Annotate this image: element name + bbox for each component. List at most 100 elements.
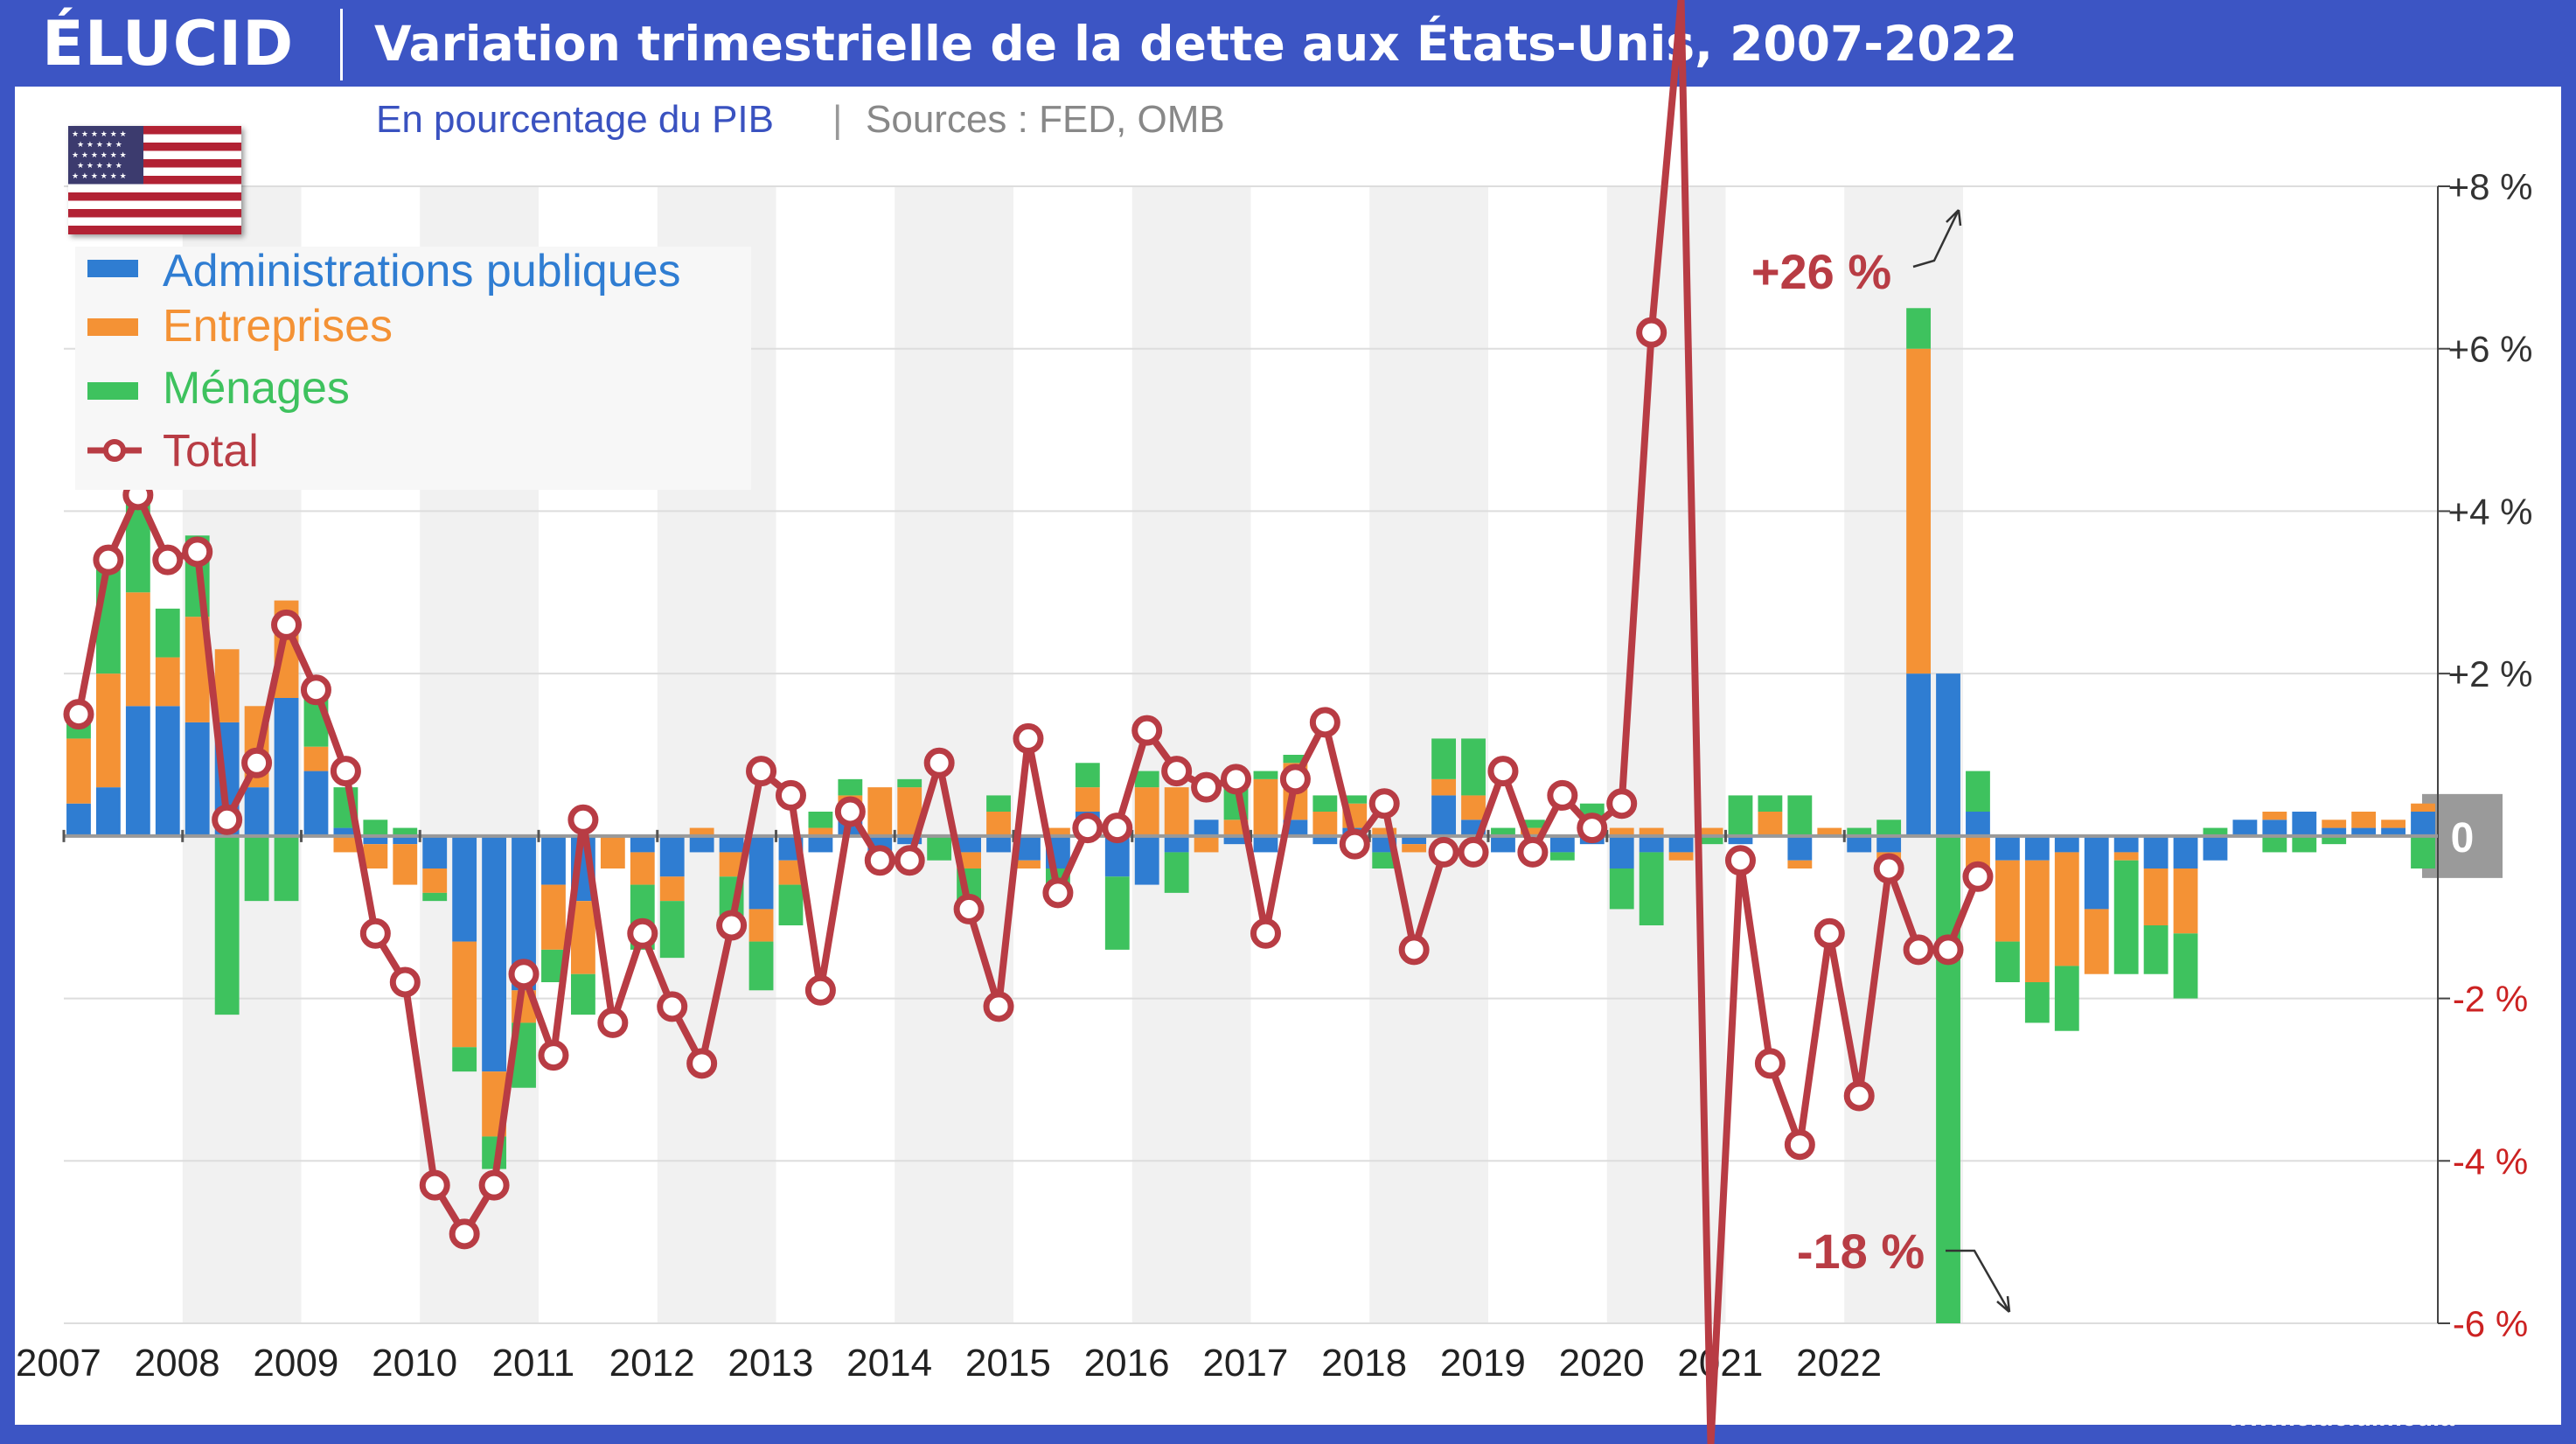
y-tick-label: +2 % xyxy=(2448,653,2533,694)
x-tick-label: 2012 xyxy=(609,1342,695,1385)
brand-logo[interactable]: ÉLUCID xyxy=(42,8,295,80)
bar-business xyxy=(1609,827,1634,836)
bar-households xyxy=(2024,982,2050,1023)
total-point xyxy=(1962,861,1994,892)
total-point xyxy=(449,1218,480,1250)
bar-government xyxy=(1876,835,1902,853)
x-tick-label: 2010 xyxy=(372,1342,457,1385)
bar-business xyxy=(1134,787,1159,836)
total-point xyxy=(359,917,391,949)
bar-households xyxy=(1906,308,1932,349)
bar-business xyxy=(1312,812,1338,836)
bar-business xyxy=(214,649,240,722)
bar-government xyxy=(748,835,774,910)
bar-government xyxy=(363,835,388,845)
year-band xyxy=(1131,186,1251,1323)
legend-swatch-business xyxy=(87,318,138,336)
bar-business xyxy=(689,827,714,836)
bar-government xyxy=(689,835,714,853)
bar-business xyxy=(2054,852,2079,966)
total-point xyxy=(627,917,658,949)
bar-government xyxy=(2322,827,2347,836)
bar-households xyxy=(1134,771,1159,788)
total-point xyxy=(1517,836,1549,868)
bar-government xyxy=(1491,835,1515,853)
bar-households xyxy=(1847,827,1872,836)
chart-subtitle: En pourcentage du PIB xyxy=(376,98,774,141)
bar-households xyxy=(393,827,418,836)
total-point xyxy=(1577,813,1608,844)
legend-label-government: Administrations publiques xyxy=(163,246,681,296)
bar-government xyxy=(1728,835,1753,845)
legend xyxy=(75,247,751,490)
bar-government xyxy=(1609,835,1634,868)
total-point xyxy=(1636,317,1667,348)
bar-households xyxy=(2322,835,2347,845)
bar-households xyxy=(1164,852,1189,893)
bar-households xyxy=(2411,835,2435,868)
total-point xyxy=(1161,756,1193,787)
total-point xyxy=(419,1169,450,1201)
bar-households xyxy=(986,795,1011,812)
bar-households xyxy=(897,778,922,788)
bar-business xyxy=(1520,827,1545,836)
total-point xyxy=(1131,715,1163,746)
bar-government xyxy=(2203,835,2228,861)
total-point xyxy=(1903,934,1934,966)
x-tick-label: 2015 xyxy=(965,1342,1051,1385)
y-tick-label: -4 % xyxy=(2453,1141,2528,1182)
bar-government xyxy=(1164,835,1189,853)
bar-government xyxy=(1847,835,1872,853)
bar-government xyxy=(719,835,744,853)
bar-business xyxy=(1639,827,1664,836)
bar-government xyxy=(2113,835,2139,853)
bar-households xyxy=(2143,925,2169,974)
bar-business xyxy=(303,746,329,771)
bar-households xyxy=(927,835,952,861)
bar-households xyxy=(1342,795,1368,804)
bar-business xyxy=(867,787,893,836)
bar-business xyxy=(1698,827,1723,836)
total-point xyxy=(1102,813,1133,844)
bar-households xyxy=(1639,852,1664,925)
x-tick-label: 2011 xyxy=(492,1342,575,1385)
bar-households xyxy=(1491,827,1515,836)
svg-text:★ ★ ★ ★ ★: ★ ★ ★ ★ ★ xyxy=(77,141,122,150)
year-band xyxy=(895,186,1013,1323)
bar-business xyxy=(66,738,91,804)
bar-business xyxy=(1431,778,1457,796)
total-point xyxy=(478,1169,510,1201)
bar-households xyxy=(2113,860,2139,974)
bar-government xyxy=(2173,835,2198,868)
bar-business xyxy=(333,835,359,853)
footer-url[interactable]: www.elucid.media xyxy=(2228,1403,2454,1432)
legend-swatch-households xyxy=(87,382,138,400)
x-tick-label: 2019 xyxy=(1440,1342,1526,1385)
x-tick-label: 2018 xyxy=(1321,1342,1407,1385)
x-tick-label: 2013 xyxy=(728,1342,813,1385)
bar-business xyxy=(2113,852,2139,861)
bar-government xyxy=(1668,835,1694,853)
bar-government xyxy=(66,803,91,836)
bar-government xyxy=(1431,795,1457,836)
bar-government xyxy=(393,835,418,845)
bar-households xyxy=(155,608,180,658)
bar-government xyxy=(1639,835,1664,853)
bar-households xyxy=(1876,820,1902,836)
bar-business xyxy=(808,827,833,836)
annotation-peak-arrow xyxy=(1912,209,1962,269)
bar-government xyxy=(2054,835,2079,853)
bar-government xyxy=(1194,820,1219,836)
bar-government xyxy=(482,835,507,1072)
annotation-trough: -18 % xyxy=(1797,1224,1925,1279)
bar-business xyxy=(1817,827,1842,836)
bar-households xyxy=(1312,795,1338,812)
bar-households xyxy=(2173,933,2198,999)
bar-households xyxy=(363,820,388,836)
x-tick-label: 2008 xyxy=(135,1342,220,1385)
y-tick-label: -2 % xyxy=(2453,979,2528,1020)
bar-households xyxy=(1461,738,1486,796)
annotation-trough-arrow xyxy=(1946,1249,2011,1313)
total-point xyxy=(300,674,331,706)
total-point xyxy=(657,991,688,1022)
